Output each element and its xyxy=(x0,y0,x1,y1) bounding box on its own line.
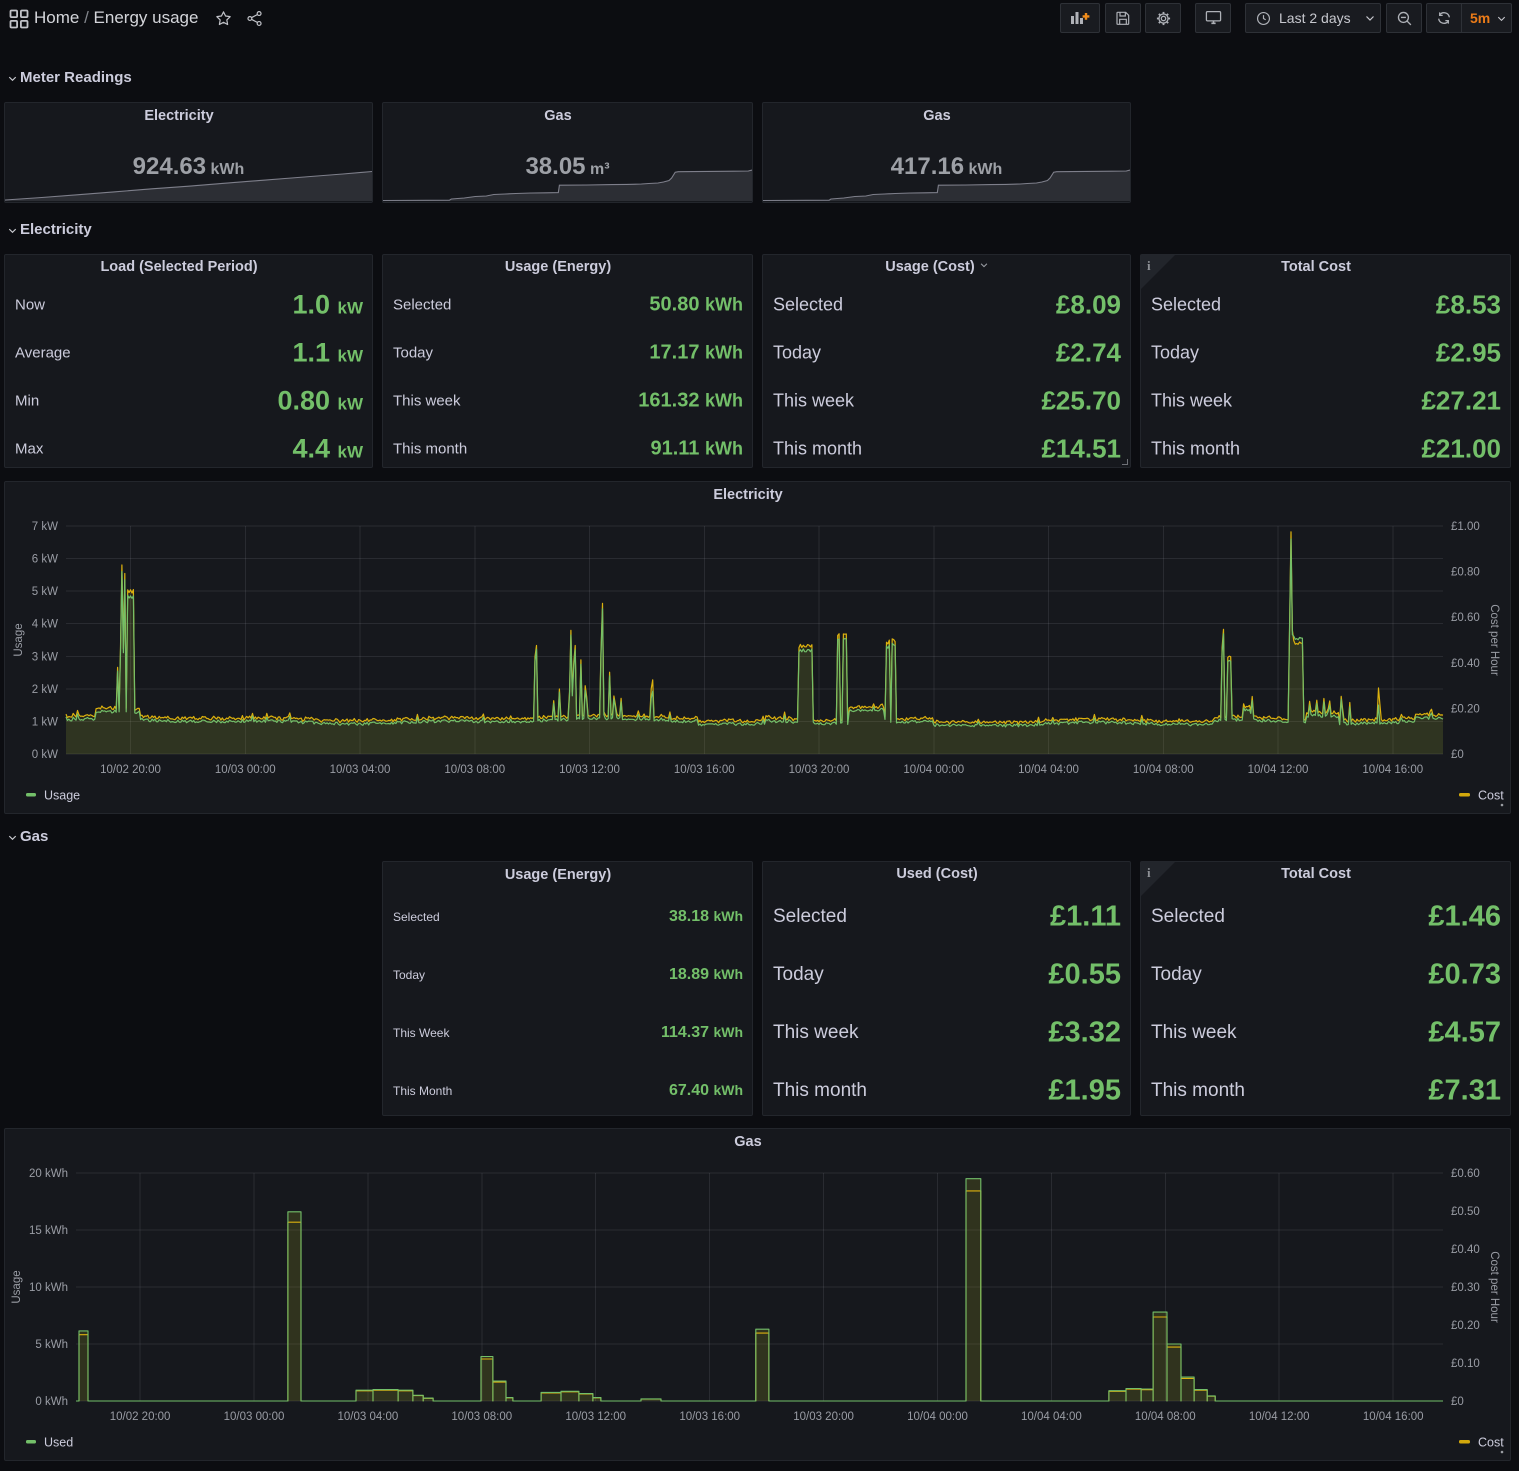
svg-text:10/03 16:00: 10/03 16:00 xyxy=(674,764,735,776)
svg-text:£0.20: £0.20 xyxy=(1451,703,1480,715)
svg-text:10/04 08:00: 10/04 08:00 xyxy=(1133,764,1194,776)
svg-text:7 kW: 7 kW xyxy=(32,521,58,533)
svg-text:Cost: Cost xyxy=(1478,789,1504,803)
svg-text:£0.80: £0.80 xyxy=(1451,567,1480,579)
svg-text:£0: £0 xyxy=(1451,1396,1464,1408)
svg-text:£1.00: £1.00 xyxy=(1451,521,1480,533)
svg-text:£0.60: £0.60 xyxy=(1451,1168,1480,1180)
svg-text:10/03 16:00: 10/03 16:00 xyxy=(679,1411,740,1423)
svg-text:10/03 04:00: 10/03 04:00 xyxy=(338,1411,399,1423)
svg-text:£0: £0 xyxy=(1451,749,1464,761)
svg-text:10/02 20:00: 10/02 20:00 xyxy=(100,764,161,776)
svg-text:Cost per Hour: Cost per Hour xyxy=(1488,1251,1500,1323)
svg-text:10/02 20:00: 10/02 20:00 xyxy=(110,1411,171,1423)
svg-text:6 kW: 6 kW xyxy=(32,554,58,566)
svg-text:Usage: Usage xyxy=(13,623,25,656)
svg-text:10/03 12:00: 10/03 12:00 xyxy=(565,1411,626,1423)
svg-text:10/03 08:00: 10/03 08:00 xyxy=(451,1411,512,1423)
svg-text:10/03 20:00: 10/03 20:00 xyxy=(789,764,850,776)
svg-text:5 kW: 5 kW xyxy=(32,586,58,598)
svg-text:£0.50: £0.50 xyxy=(1451,1206,1480,1218)
svg-text:4 kW: 4 kW xyxy=(32,619,58,631)
svg-text:10/03 08:00: 10/03 08:00 xyxy=(444,764,505,776)
svg-text:10 kWh: 10 kWh xyxy=(29,1282,68,1294)
svg-text:10/03 00:00: 10/03 00:00 xyxy=(224,1411,285,1423)
svg-text:15 kWh: 15 kWh xyxy=(29,1225,68,1237)
svg-text:Used: Used xyxy=(44,1436,73,1450)
svg-text:£0.60: £0.60 xyxy=(1451,612,1480,624)
svg-text:0 kWh: 0 kWh xyxy=(35,1396,68,1408)
svg-text:10/04 16:00: 10/04 16:00 xyxy=(1363,1411,1424,1423)
svg-text:10/04 12:00: 10/04 12:00 xyxy=(1248,764,1309,776)
svg-text:10/04 12:00: 10/04 12:00 xyxy=(1249,1411,1310,1423)
svg-text:Usage: Usage xyxy=(44,789,80,803)
svg-text:10/04 00:00: 10/04 00:00 xyxy=(907,1411,968,1423)
svg-text:2 kW: 2 kW xyxy=(32,684,58,696)
svg-text:10/03 04:00: 10/03 04:00 xyxy=(330,764,391,776)
svg-text:5 kWh: 5 kWh xyxy=(35,1339,68,1351)
svg-text:10/03 12:00: 10/03 12:00 xyxy=(559,764,620,776)
svg-text:10/04 16:00: 10/04 16:00 xyxy=(1362,764,1423,776)
svg-text:10/03 00:00: 10/03 00:00 xyxy=(215,764,276,776)
svg-text:Usage: Usage xyxy=(11,1270,23,1303)
svg-text:£0.20: £0.20 xyxy=(1451,1320,1480,1332)
svg-text:0 kW: 0 kW xyxy=(32,749,58,761)
svg-text:10/03 20:00: 10/03 20:00 xyxy=(793,1411,854,1423)
svg-text:1 kW: 1 kW xyxy=(32,716,58,728)
svg-text:10/04 00:00: 10/04 00:00 xyxy=(903,764,964,776)
svg-text:Cost: Cost xyxy=(1478,1436,1504,1450)
svg-text:£0.40: £0.40 xyxy=(1451,1244,1480,1256)
svg-text:£0.30: £0.30 xyxy=(1451,1282,1480,1294)
svg-text:£0.40: £0.40 xyxy=(1451,658,1480,670)
svg-text:10/04 08:00: 10/04 08:00 xyxy=(1135,1411,1196,1423)
svg-text:20 kWh: 20 kWh xyxy=(29,1168,68,1180)
svg-text:10/04 04:00: 10/04 04:00 xyxy=(1021,1411,1082,1423)
svg-text:10/04 04:00: 10/04 04:00 xyxy=(1018,764,1079,776)
svg-text:3 kW: 3 kW xyxy=(32,651,58,663)
svg-text:Cost per Hour: Cost per Hour xyxy=(1488,604,1500,676)
svg-text:£0.10: £0.10 xyxy=(1451,1358,1480,1370)
